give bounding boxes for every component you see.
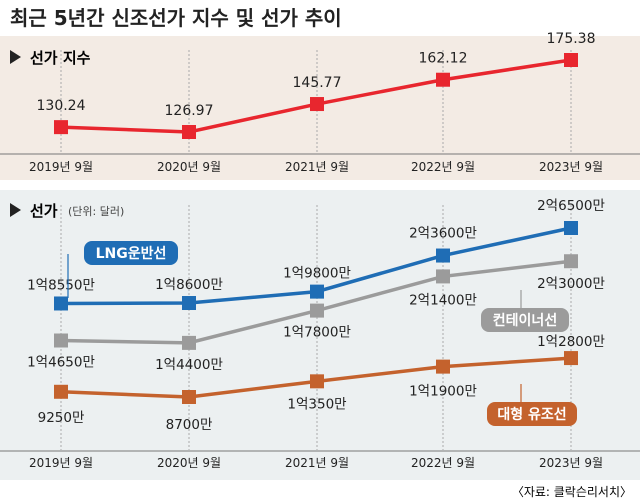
index-section-title: 선가 지수 bbox=[30, 49, 91, 67]
index-x-tick-label: 2020년 9월 bbox=[157, 160, 221, 174]
index-point bbox=[310, 97, 324, 112]
price-section-title: 선가 bbox=[30, 202, 58, 220]
lng-value-label: 1억8550만 bbox=[27, 277, 95, 293]
chart-title: 최근 5년간 신조선가 지수 및 선가 추이 bbox=[10, 6, 342, 30]
bulk-tag-label: 대형 유조선 bbox=[497, 406, 566, 423]
bulk-value-label: 1억2800만 bbox=[537, 334, 605, 350]
price-x-tick-label: 2020년 9월 bbox=[157, 456, 221, 470]
index-value-label: 175.38 bbox=[547, 31, 596, 47]
index-point bbox=[54, 120, 68, 135]
lng-point bbox=[310, 284, 324, 299]
bulk-tag-box bbox=[487, 402, 577, 426]
price-x-tick-label: 2021년 9월 bbox=[285, 456, 349, 470]
bulk-value-label: 1억350만 bbox=[287, 396, 346, 412]
price-unit-label: (단위: 달러) bbox=[68, 205, 124, 218]
lng-point bbox=[54, 296, 68, 311]
lng-value-label: 2억6500만 bbox=[537, 198, 605, 214]
container-tag-label: 컨테이너선 bbox=[493, 312, 557, 329]
index-value-label: 126.97 bbox=[165, 103, 214, 119]
index-point bbox=[436, 72, 450, 87]
lng-value-label: 1억8600만 bbox=[155, 277, 223, 293]
container-point bbox=[564, 254, 578, 269]
container-value-label: 1억7800만 bbox=[283, 325, 351, 341]
lng-tag-box bbox=[84, 241, 178, 265]
container-tag-box bbox=[481, 308, 569, 332]
index-x-tick-label: 2023년 9월 bbox=[539, 160, 603, 174]
container-value-label: 2억1400만 bbox=[409, 292, 477, 308]
index-x-tick-label: 2021년 9월 bbox=[285, 160, 349, 174]
bulk-point bbox=[310, 374, 324, 389]
index-point bbox=[182, 125, 196, 139]
container-value-label: 2억3000만 bbox=[537, 276, 605, 292]
lng-point bbox=[436, 248, 450, 263]
container-point bbox=[310, 303, 324, 318]
price-x-tick-label: 2023년 9월 bbox=[539, 456, 603, 470]
bulk-value-label: 8700만 bbox=[166, 417, 213, 433]
lng-point bbox=[182, 296, 196, 311]
lng-point bbox=[564, 221, 578, 235]
price-panel-background bbox=[0, 190, 640, 480]
bulk-value-label: 1억1900만 bbox=[409, 384, 477, 400]
bulk-point bbox=[436, 359, 450, 374]
price-x-tick-label: 2022년 9월 bbox=[411, 456, 475, 470]
index-value-label: 162.12 bbox=[419, 51, 468, 67]
lng-value-label: 1억9800만 bbox=[283, 266, 351, 282]
container-point bbox=[54, 333, 68, 348]
bulk-value-label: 9250만 bbox=[38, 410, 85, 426]
index-value-label: 145.77 bbox=[293, 75, 342, 91]
index-point bbox=[564, 53, 578, 67]
index-section-marker-icon bbox=[10, 50, 21, 64]
bulk-point bbox=[564, 351, 578, 366]
source-label: 〈자료: 클락슨리서치〉 bbox=[512, 485, 632, 499]
index-x-tick-label: 2022년 9월 bbox=[411, 160, 475, 174]
container-value-label: 1억4650만 bbox=[27, 355, 95, 371]
container-point bbox=[182, 335, 196, 350]
lng-tag-label: LNG운반선 bbox=[96, 245, 167, 262]
price-x-tick-label: 2019년 9월 bbox=[29, 456, 93, 470]
price-section-marker-icon bbox=[10, 203, 21, 217]
lng-value-label: 2억3600만 bbox=[409, 226, 477, 242]
container-point bbox=[436, 269, 450, 284]
bulk-point bbox=[182, 390, 196, 404]
index-x-tick-label: 2019년 9월 bbox=[29, 160, 93, 174]
bulk-point bbox=[54, 384, 68, 399]
index-value-label: 130.24 bbox=[37, 98, 86, 114]
container-value-label: 1억4400만 bbox=[155, 357, 223, 373]
